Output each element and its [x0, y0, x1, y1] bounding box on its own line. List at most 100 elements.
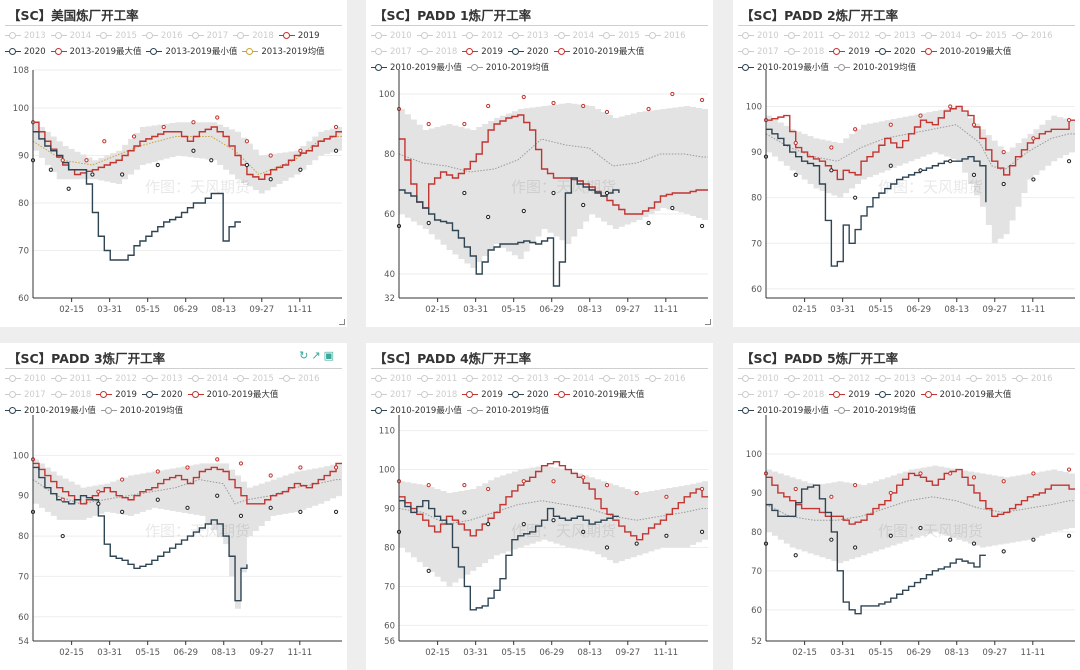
legend-item[interactable]: 2011 [416, 371, 457, 387]
save-image-icon[interactable]: ▣ [323, 349, 337, 362]
legend-item[interactable]: 2010-2019均值 [466, 60, 549, 76]
legend-item[interactable]: 2011 [416, 28, 457, 44]
legend-item[interactable]: 2011 [783, 28, 824, 44]
legend-label: 2010-2019均值 [485, 406, 550, 416]
refresh-icon[interactable]: ↻ [299, 349, 312, 362]
legend-item[interactable]: 2015 [233, 371, 274, 387]
legend-item[interactable]: 2020 [507, 387, 549, 403]
legend-item[interactable]: 2016 [644, 28, 685, 44]
legend-item[interactable]: 2017 [738, 44, 779, 60]
share-icon[interactable]: ↗ [311, 349, 324, 362]
legend-item[interactable]: 2015 [599, 28, 640, 44]
legend-marker-icon [5, 47, 21, 57]
legend-item[interactable]: 2015 [599, 371, 640, 387]
legend-item[interactable]: 2010 [738, 371, 779, 387]
legend-item[interactable]: 2018 [416, 44, 457, 60]
legend-item[interactable]: 2018 [233, 28, 274, 44]
legend-label: 2014 [69, 31, 92, 41]
legend-item[interactable]: 2017 [371, 44, 412, 60]
legend-item[interactable]: 2011 [783, 371, 824, 387]
legend-item[interactable]: 2012 [829, 28, 870, 44]
resize-handle[interactable] [339, 319, 345, 325]
legend-item[interactable]: 2019 [829, 44, 870, 60]
legend-item[interactable]: 2010-2019均值 [833, 403, 916, 419]
legend-item[interactable]: 2020 [141, 387, 183, 403]
legend-item[interactable]: 2010 [371, 371, 412, 387]
legend-item[interactable]: 2013 [5, 28, 46, 44]
legend-item[interactable]: 2020 [874, 44, 916, 60]
legend-item[interactable]: 2010-2019最小值 [738, 60, 829, 76]
legend-item[interactable]: 2012 [829, 371, 870, 387]
legend-marker-icon [278, 374, 295, 384]
legend-item[interactable]: 2013 [874, 28, 916, 44]
legend-item[interactable]: 2015 [966, 371, 1007, 387]
legend-item[interactable]: 2012 [96, 371, 137, 387]
legend-item[interactable]: 2013-2019最小值 [146, 44, 237, 60]
legend-item[interactable]: 2010-2019最大值 [920, 44, 1011, 60]
legend-item[interactable]: 2016 [278, 371, 319, 387]
legend-item[interactable]: 2020 [507, 44, 549, 60]
legend-item[interactable]: 2018 [783, 44, 824, 60]
legend-item[interactable]: 2018 [783, 387, 824, 403]
legend-item[interactable]: 2013-2019均值 [242, 44, 325, 60]
legend-item[interactable]: 2013 [874, 371, 916, 387]
legend-item[interactable]: 2018 [416, 387, 458, 403]
legend-item[interactable]: 2019 [462, 44, 503, 60]
legend-label: 2018 [435, 390, 458, 400]
legend-item[interactable]: 2012 [462, 28, 503, 44]
legend-item[interactable]: 2015 [966, 28, 1007, 44]
legend-marker-icon [96, 31, 113, 41]
legend-item[interactable]: 2010-2019最大值 [187, 387, 278, 403]
legend-marker-icon [829, 31, 846, 41]
legend-item[interactable]: 2010-2019最小值 [371, 403, 462, 419]
legend-item[interactable]: 2010-2019均值 [100, 403, 183, 419]
legend-item[interactable]: 2010-2019最小值 [371, 60, 462, 76]
legend-item[interactable]: 2010-2019最大值 [553, 44, 644, 60]
legend-item[interactable]: 2010-2019最大值 [553, 387, 644, 403]
legend-marker-icon [50, 374, 67, 384]
legend-item[interactable]: 2010 [5, 371, 46, 387]
min-point [948, 159, 953, 164]
legend-item[interactable]: 2010 [738, 28, 779, 44]
legend-item[interactable]: 2018 [50, 387, 91, 403]
legend-item[interactable]: 2017 [187, 28, 228, 44]
legend-item[interactable]: 2014 [553, 28, 594, 44]
legend-item[interactable]: 2017 [738, 387, 779, 403]
legend-item[interactable]: 2010-2019最大值 [920, 387, 1011, 403]
legend-item[interactable]: 2011 [50, 371, 91, 387]
legend-item[interactable]: 2019 [829, 387, 870, 403]
legend-item[interactable]: 2010 [371, 28, 412, 44]
legend-item[interactable]: 2016 [141, 28, 183, 44]
legend-item[interactable]: 2013 [507, 28, 549, 44]
legend-item[interactable]: 2014 [553, 371, 594, 387]
legend-item[interactable]: 2012 [462, 371, 503, 387]
legend-item[interactable]: 2020 [874, 387, 916, 403]
legend-item[interactable]: 2019 [278, 28, 319, 44]
legend-item[interactable]: 2015 [96, 28, 137, 44]
legend-item[interactable]: 2014 [50, 28, 92, 44]
min-max-band [33, 459, 342, 609]
legend-item[interactable]: 2017 [371, 387, 412, 403]
legend-item[interactable]: 2016 [1011, 371, 1052, 387]
legend-label: 2020 [526, 390, 549, 400]
max-point [793, 140, 798, 146]
legend-item[interactable]: 2017 [5, 387, 46, 403]
max-point [238, 461, 244, 466]
legend-item[interactable]: 2010-2019最小值 [5, 403, 96, 419]
legend-item[interactable]: 2014 [187, 371, 228, 387]
legend-item[interactable]: 2013 [141, 371, 183, 387]
legend-item[interactable]: 2010-2019均值 [466, 403, 550, 419]
legend-item[interactable]: 2010-2019最小值 [738, 403, 829, 419]
legend-item[interactable]: 2014 [920, 371, 961, 387]
legend-item[interactable]: 2016 [644, 371, 685, 387]
legend-item[interactable]: 2016 [1011, 28, 1052, 44]
legend-item[interactable]: 2013-2019最大值 [50, 44, 141, 60]
legend-item[interactable]: 2014 [920, 28, 961, 44]
legend-item[interactable]: 2010-2019均值 [833, 60, 916, 76]
legend-item[interactable]: 2013 [507, 371, 549, 387]
legend-item[interactable]: 2019 [96, 387, 137, 403]
legend-item[interactable]: 2019 [462, 387, 503, 403]
resize-handle[interactable] [705, 319, 711, 325]
legend-item[interactable]: 2020 [5, 44, 46, 60]
chart-legend: 2010 2011 2012 2013 2014 2015 2016 2017 2018 2019… [738, 371, 1078, 419]
